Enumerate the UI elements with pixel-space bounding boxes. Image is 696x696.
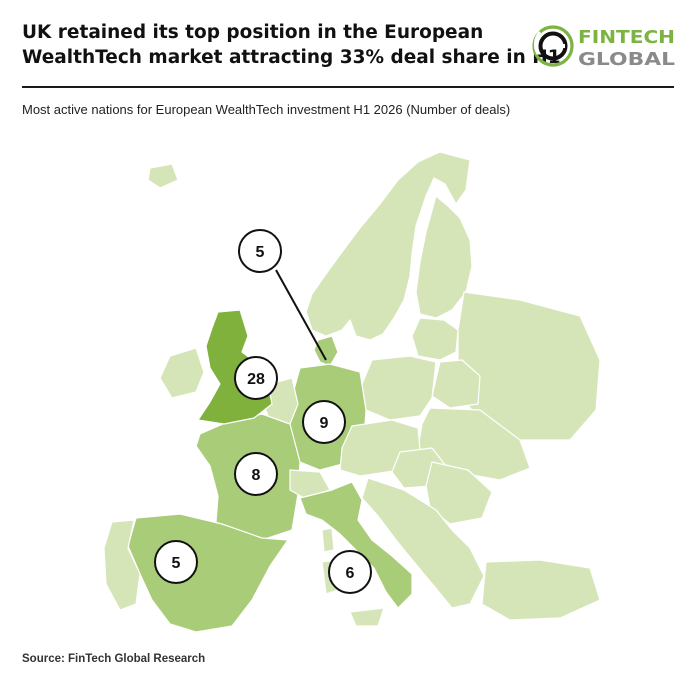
leader-line-dk <box>275 269 327 361</box>
country-ireland <box>159 347 205 399</box>
country-corsica <box>321 527 335 553</box>
deal-count-label-uk: 28 <box>247 371 265 388</box>
callout-circle-fr <box>234 452 278 496</box>
callout-fr: 8 <box>234 452 278 496</box>
source-note: Source: FinTech Global Research <box>22 653 206 665</box>
deal-count-label-it: 6 <box>346 565 355 582</box>
country-scandinavia <box>305 151 471 341</box>
callout-uk: 28 <box>234 356 278 400</box>
deal-callouts: 28 9 8 6 5 5 <box>154 229 372 594</box>
callout-circle-dk <box>238 229 282 273</box>
callout-de: 9 <box>302 400 346 444</box>
country-sicily <box>349 607 385 627</box>
deal-count-label-es: 5 <box>172 555 181 572</box>
country-iceland <box>147 163 179 189</box>
country-portugal <box>103 519 141 611</box>
callout-circle-es <box>154 540 198 584</box>
country-turkey <box>481 559 601 621</box>
logo-word-global: GLOBAL <box>578 49 675 70</box>
callout-circle-uk <box>234 356 278 400</box>
ring-logo-icon <box>532 25 574 67</box>
headline-line-2: WealthTech market attracting 33% deal sh… <box>22 47 561 68</box>
chart-subtitle: Most active nations for European WealthT… <box>22 102 511 117</box>
country-baltics <box>411 317 459 361</box>
fintech-global-logo: FINTECH GLOBAL <box>532 25 675 70</box>
header-divider <box>22 86 674 88</box>
headline-line-1: UK retained its top position in the Euro… <box>22 22 484 43</box>
logo-word-fintech: FINTECH <box>578 27 675 48</box>
country-poland <box>361 355 437 421</box>
callout-circle-de <box>302 400 346 444</box>
deal-count-label-de: 9 <box>320 415 329 432</box>
country-finland <box>415 195 473 319</box>
country-russia <box>457 291 601 441</box>
country-romania <box>425 461 493 525</box>
callout-dk: 5 <box>238 229 282 273</box>
callout-es: 5 <box>154 540 198 584</box>
country-balkans <box>361 477 485 609</box>
callout-leaders <box>275 269 327 361</box>
headline: UK retained its top position in the Euro… <box>22 20 561 70</box>
callout-circle-it <box>328 550 372 594</box>
deal-count-label-fr: 8 <box>252 467 261 484</box>
callout-it: 6 <box>328 550 372 594</box>
country-ukraine <box>417 407 531 481</box>
deal-count-label-dk: 5 <box>256 244 265 261</box>
country-dk <box>313 335 339 367</box>
country-it <box>299 481 413 609</box>
map-land <box>103 151 601 633</box>
